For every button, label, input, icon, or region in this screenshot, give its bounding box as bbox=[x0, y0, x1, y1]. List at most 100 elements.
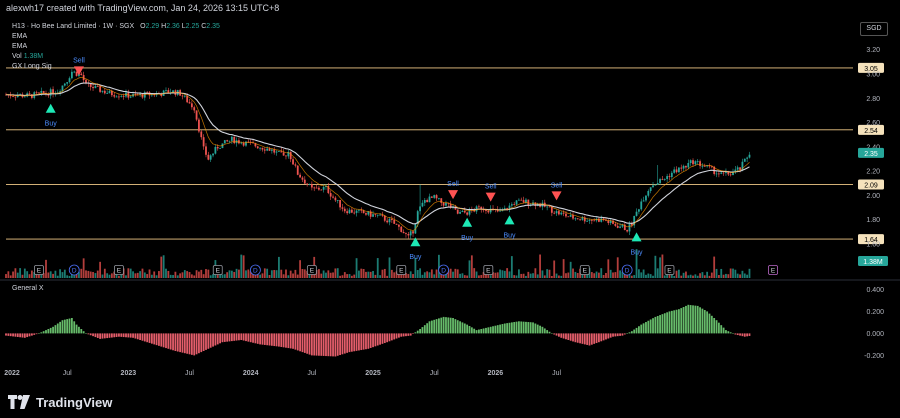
time-axis-label: 2026 bbox=[488, 370, 504, 377]
volume-bar bbox=[87, 270, 90, 278]
oscillator-bar bbox=[202, 333, 205, 351]
oscillator-bar bbox=[252, 333, 254, 343]
volume-bar bbox=[637, 269, 640, 278]
chart-canvas[interactable]: 3.05 2.54 2.09 1.64 Sell Buy Buy Sell Buy Sell Bu… bbox=[0, 0, 900, 386]
oscillator-bar bbox=[645, 322, 647, 334]
buy-label: Buy bbox=[409, 254, 422, 261]
oscillator-bar bbox=[680, 308, 683, 334]
volume-bar bbox=[132, 271, 134, 278]
volume-bar bbox=[35, 273, 38, 278]
volume-bar bbox=[534, 268, 537, 278]
oscillator-bar bbox=[445, 317, 447, 334]
candle-body bbox=[663, 179, 666, 180]
oscillator-tick-label: 0.000 bbox=[866, 331, 884, 338]
candle-body bbox=[710, 166, 713, 168]
volume-bar bbox=[249, 271, 252, 278]
ohlc-value-h: 2.36 bbox=[166, 23, 180, 30]
oscillator-bar bbox=[353, 333, 356, 352]
currency-button[interactable]: SGD bbox=[860, 22, 888, 36]
oscillator-bar bbox=[179, 333, 182, 353]
candle-body bbox=[421, 202, 424, 207]
event-letter: E bbox=[117, 268, 122, 275]
candle-body bbox=[40, 90, 43, 93]
volume-bar bbox=[66, 275, 69, 278]
volume-bar bbox=[689, 274, 692, 278]
legend-ema-2[interactable]: EMA bbox=[12, 43, 28, 50]
volume-bar bbox=[263, 268, 266, 278]
volume-bar bbox=[642, 269, 645, 278]
candle-body bbox=[261, 147, 264, 150]
volume-bar bbox=[496, 272, 499, 278]
oscillator-bar bbox=[82, 331, 85, 334]
candle-body bbox=[703, 165, 706, 167]
volume-bar bbox=[739, 274, 741, 278]
oscillator-bar bbox=[221, 333, 224, 343]
volume-bar bbox=[503, 270, 506, 278]
volume-bar bbox=[421, 274, 424, 278]
volume-bar bbox=[506, 268, 509, 278]
buy-label: Buy bbox=[503, 232, 516, 239]
candle-body bbox=[195, 110, 198, 120]
oscillator-bar bbox=[14, 333, 17, 337]
volume-bar bbox=[99, 261, 102, 278]
oscillator-bar bbox=[388, 333, 391, 342]
oscillator-bar bbox=[685, 305, 687, 334]
volume-bar bbox=[612, 272, 614, 278]
oscillator-bar bbox=[376, 333, 379, 346]
time-axis-label: 2025 bbox=[365, 370, 381, 377]
volume-bar bbox=[492, 272, 494, 278]
volume-bar bbox=[172, 275, 174, 278]
volume-bar bbox=[19, 268, 22, 278]
event-letter: E bbox=[399, 268, 404, 275]
oscillator-bar bbox=[348, 333, 351, 353]
volume-bar bbox=[75, 273, 78, 278]
oscillator-bar bbox=[238, 333, 240, 341]
candle-body bbox=[94, 85, 97, 89]
volume-bar bbox=[741, 270, 744, 278]
volume-bar bbox=[677, 269, 680, 278]
candle-body bbox=[449, 203, 452, 208]
oscillator-label[interactable]: General X bbox=[12, 285, 44, 292]
oscillator-bar bbox=[115, 333, 118, 337]
volume-bar bbox=[630, 275, 633, 278]
candle-body bbox=[635, 211, 638, 216]
volume-bar bbox=[252, 272, 254, 278]
candle-body bbox=[485, 209, 487, 211]
level-label: 1.64 bbox=[864, 237, 878, 244]
volume-bar bbox=[332, 272, 334, 278]
candle-body bbox=[746, 157, 749, 159]
volume-bar bbox=[463, 275, 466, 278]
candle-body bbox=[207, 154, 210, 160]
volume-bar bbox=[42, 273, 45, 278]
legend-ema-1[interactable]: EMA bbox=[12, 33, 28, 40]
candle-body bbox=[353, 212, 356, 214]
candle-body bbox=[167, 90, 170, 93]
candle-body bbox=[649, 187, 652, 191]
candle-body bbox=[645, 195, 647, 201]
candle-body bbox=[259, 147, 261, 149]
oscillator-bar bbox=[162, 333, 165, 348]
volume-bar bbox=[195, 270, 198, 278]
oscillator-bar bbox=[534, 323, 537, 334]
volume-bar bbox=[240, 254, 243, 278]
volume-bar bbox=[296, 274, 299, 278]
candle-body bbox=[120, 95, 123, 97]
volume-bar bbox=[736, 273, 739, 278]
volume-bar bbox=[480, 274, 483, 278]
oscillator-bar bbox=[285, 333, 287, 348]
volume-bar bbox=[327, 270, 330, 278]
candle-body bbox=[329, 193, 332, 197]
candle-body bbox=[61, 85, 64, 92]
oscillator-bar bbox=[190, 333, 193, 355]
oscillator-bar bbox=[510, 322, 513, 334]
oscillator-bar bbox=[19, 333, 22, 338]
event-letter: D bbox=[72, 268, 77, 275]
legend-gx-long-sig[interactable]: GX Long Sig bbox=[12, 63, 52, 70]
oscillator-bar bbox=[501, 324, 504, 334]
oscillator-bar bbox=[153, 333, 156, 345]
volume-bar bbox=[722, 274, 725, 278]
oscillator-bar bbox=[247, 333, 250, 342]
candle-body bbox=[666, 176, 669, 180]
volume-bar bbox=[727, 274, 730, 278]
oscillator-bar bbox=[325, 333, 327, 357]
